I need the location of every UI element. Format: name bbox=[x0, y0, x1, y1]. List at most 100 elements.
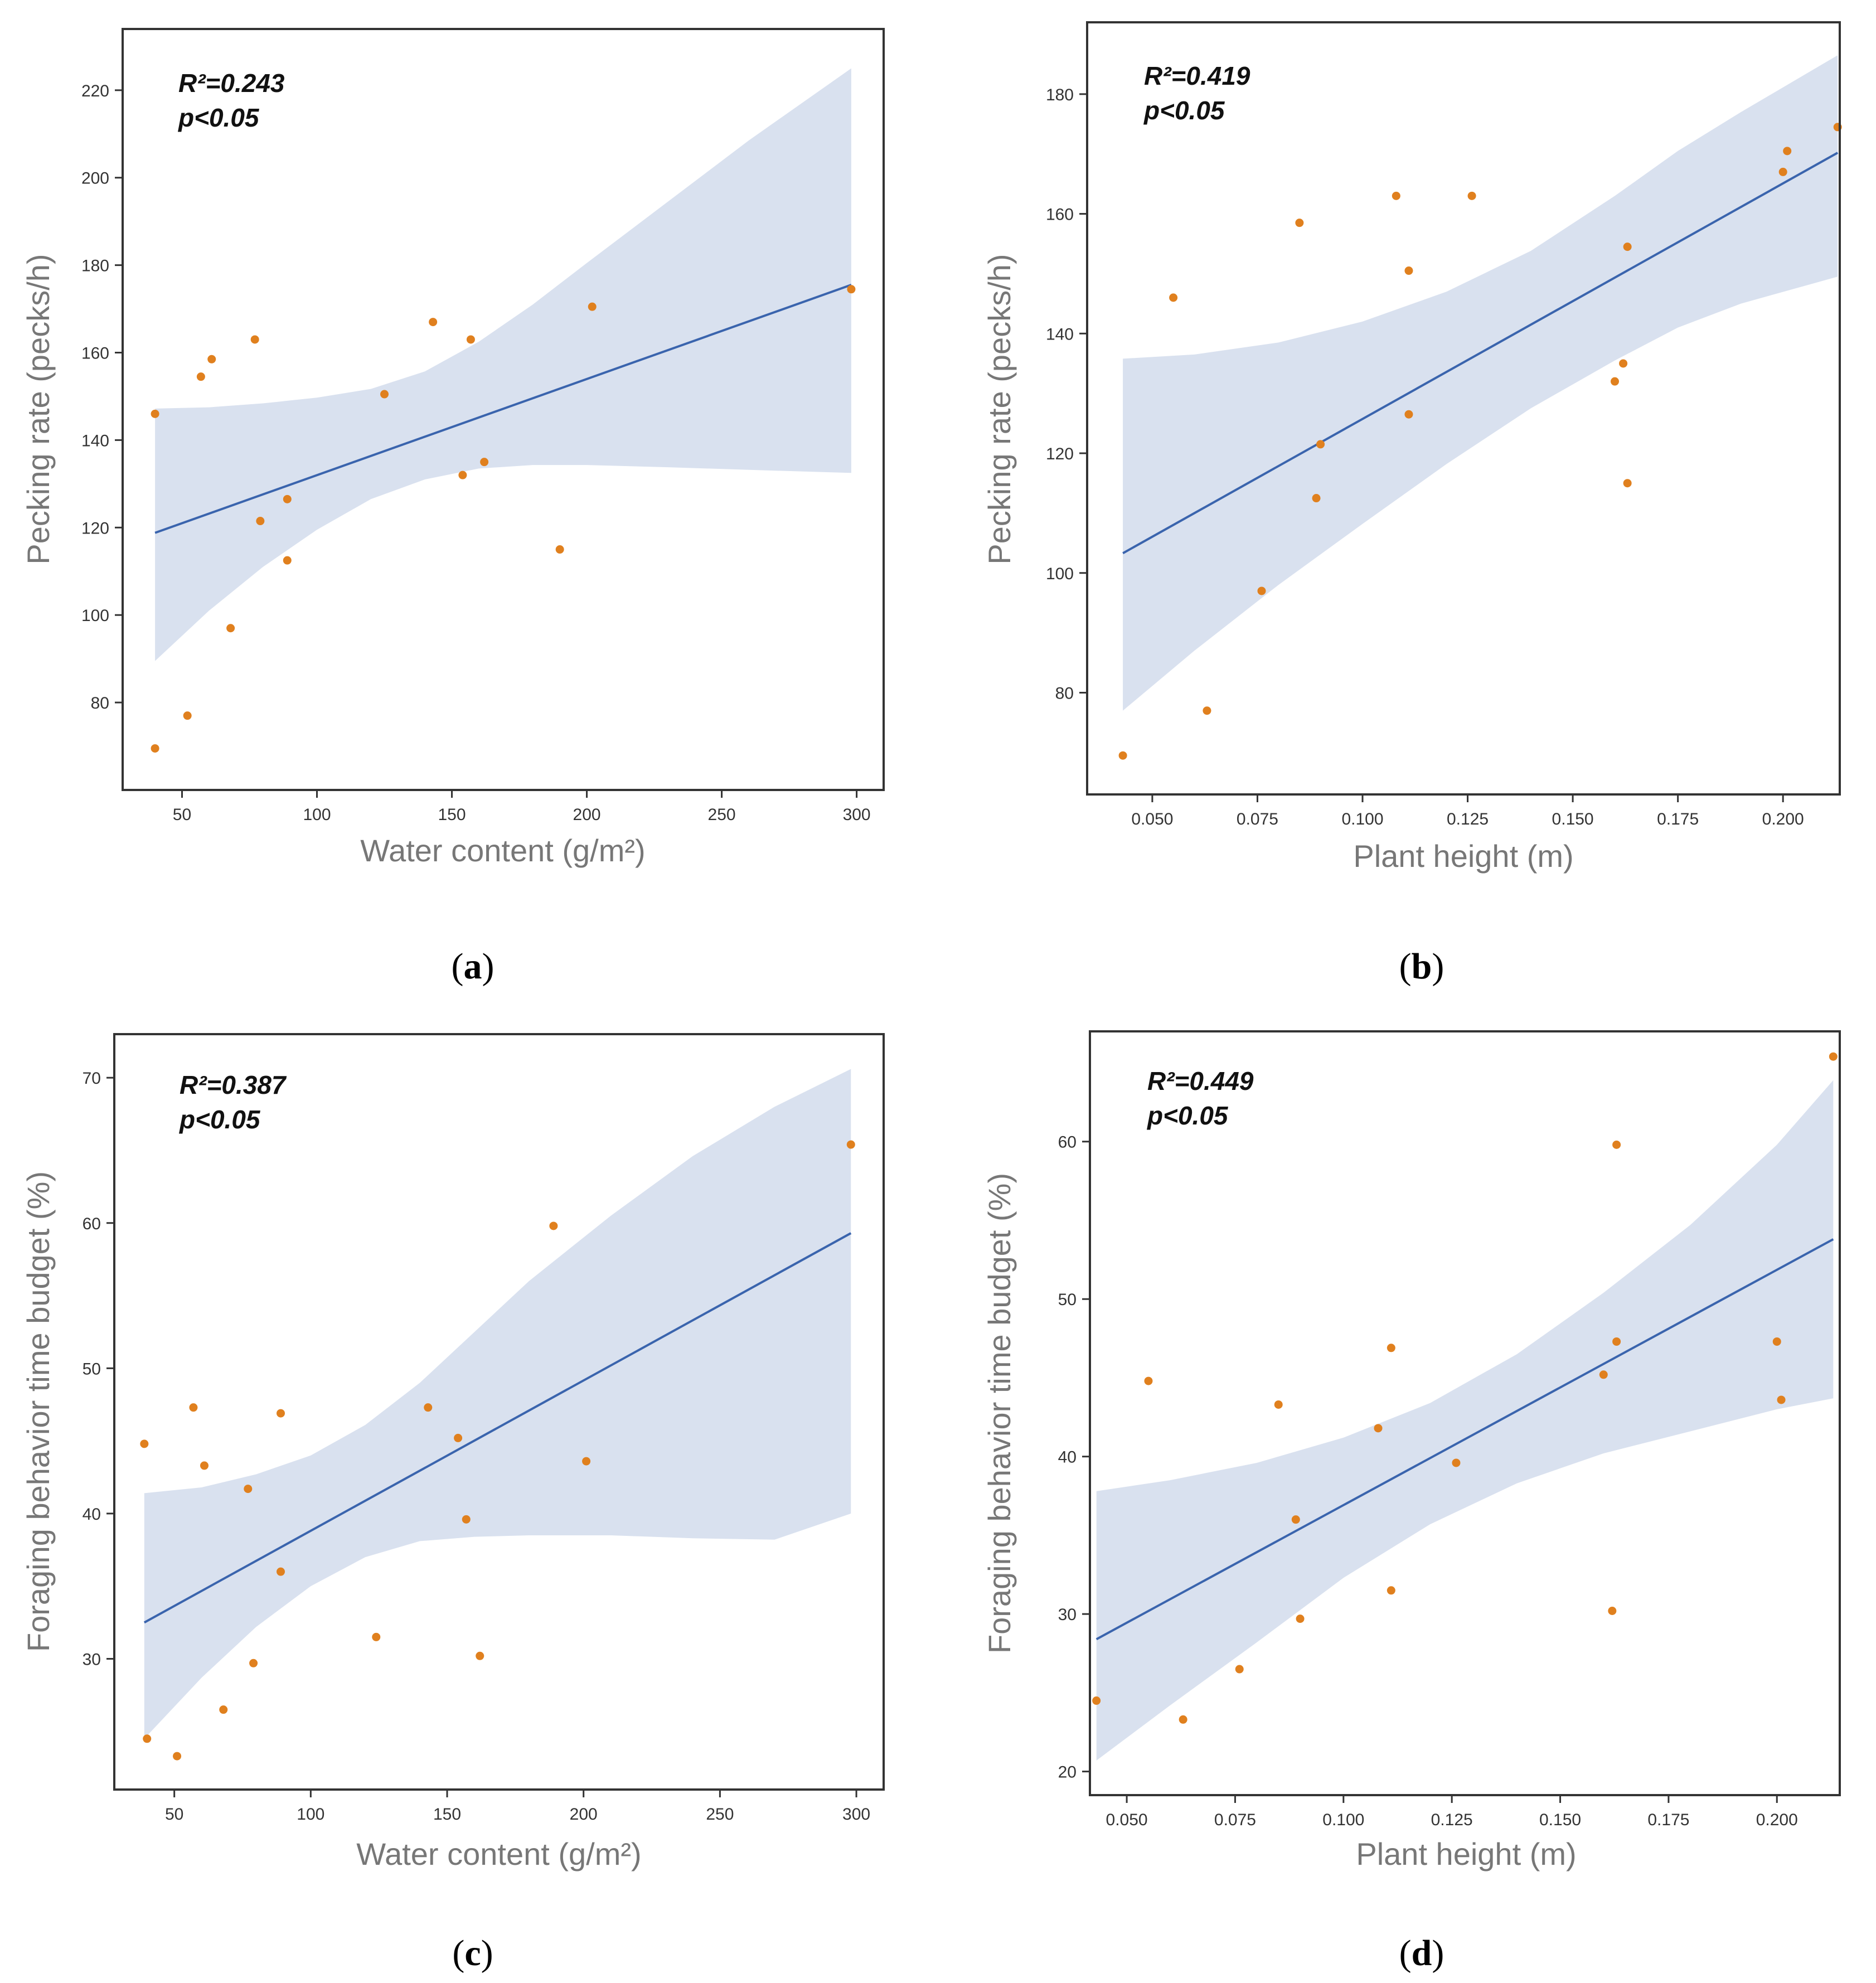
panel-d-frame bbox=[1089, 1030, 1841, 1796]
panel-b-data-point-7 bbox=[1316, 440, 1325, 449]
panel-d-x-tick-label-3: 0.100 bbox=[1322, 1811, 1364, 1829]
panel-b: R²=0.419 p<0.05 Plant height (m) Pecking… bbox=[982, 21, 1842, 987]
panel-c-x-tick-label-5: 250 bbox=[706, 1805, 734, 1824]
panel-a-data-point-17 bbox=[588, 302, 597, 311]
panel-d-y-tick-label-5: 60 bbox=[1058, 1133, 1077, 1152]
panel-a-data-point-10 bbox=[283, 494, 292, 503]
panel-b-y-tick-label-1: 80 bbox=[1055, 684, 1074, 702]
panel-d-data-point-5 bbox=[1274, 1400, 1283, 1409]
panel-b-data-point-5 bbox=[1295, 219, 1304, 227]
panel-d-data-point-1 bbox=[1092, 1696, 1101, 1705]
panel-b-data-point-11 bbox=[1467, 191, 1476, 200]
panel-d: R²=0.449 p<0.05 Plant height (m) Foragin… bbox=[982, 1030, 1841, 1974]
panel-b-data-point-1 bbox=[1118, 751, 1127, 760]
panel-b-y-tick-label-3: 120 bbox=[1046, 445, 1074, 463]
panel-c-y-axis-title: Foraging behavior time budget (%) bbox=[21, 1171, 56, 1652]
panel-a-y-tick-label-7: 200 bbox=[81, 169, 109, 188]
panel-d-data-point-13 bbox=[1608, 1607, 1617, 1616]
panel-c-regression-line bbox=[143, 1232, 852, 1624]
panel-a-x-tick-label-5: 250 bbox=[708, 806, 736, 824]
panel-d-letter: d bbox=[1412, 1933, 1432, 1974]
panel-a-data-point-5 bbox=[207, 355, 216, 363]
panel-c-data-point-7 bbox=[244, 1485, 253, 1494]
panel-c-data-point-1 bbox=[140, 1439, 149, 1448]
panel-d-caption: (d) bbox=[1399, 1933, 1444, 1974]
panel-d-data-point-10 bbox=[1387, 1344, 1395, 1352]
panel-d-data-point-14 bbox=[1612, 1140, 1621, 1149]
panel-b-data-point-10 bbox=[1404, 266, 1413, 275]
panel-a-confidence-band bbox=[155, 68, 851, 661]
panel-d-data-point-4 bbox=[1235, 1665, 1244, 1674]
panel-b-x-tick-label-2: 0.075 bbox=[1237, 810, 1278, 828]
panel-c-data-point-14 bbox=[462, 1515, 471, 1524]
panel-c-r-squared: R²=0.387 bbox=[180, 1070, 287, 1099]
panel-a-data-point-16 bbox=[555, 545, 564, 554]
panel-a-x-tick-label-6: 300 bbox=[843, 806, 871, 824]
panel-b-data-point-2 bbox=[1169, 293, 1178, 302]
panel-a-x-tick-label-1: 50 bbox=[173, 806, 191, 824]
panel-a: R²=0.243 p<0.05 Water content (g/m²) Pec… bbox=[21, 28, 885, 987]
panel-c-data-point-11 bbox=[372, 1632, 381, 1641]
panel-b-y-tick-label-6: 180 bbox=[1046, 86, 1074, 104]
panel-b-data-point-3 bbox=[1203, 706, 1211, 715]
panel-b-x-tick-label-6: 0.175 bbox=[1657, 810, 1699, 828]
panel-b-data-point-4 bbox=[1257, 586, 1266, 595]
panel-b-x-tick-label-3: 0.100 bbox=[1341, 810, 1383, 828]
panel-b-data-point-8 bbox=[1392, 191, 1400, 200]
panel-c: R²=0.387 p<0.05 Water content (g/m²) For… bbox=[21, 1033, 885, 1974]
panel-c-x-tick-label-2: 100 bbox=[297, 1805, 324, 1824]
panel-b-data-point-15 bbox=[1623, 479, 1632, 488]
panel-b-caption: (b) bbox=[1399, 946, 1444, 987]
panel-b-confidence-band bbox=[1123, 55, 1838, 711]
panel-a-y-axis-title: Pecking rate (pecks/h) bbox=[21, 254, 56, 564]
panel-d-r-squared: R²=0.449 bbox=[1147, 1066, 1254, 1095]
panel-c-y-tick-label-1: 30 bbox=[83, 1650, 101, 1669]
panel-a-y-tick-label-4: 140 bbox=[81, 431, 109, 450]
panel-b-r-squared: R²=0.419 bbox=[1144, 61, 1250, 90]
panel-b-data-point-17 bbox=[1783, 147, 1792, 156]
panel-a-x-tick-label-2: 100 bbox=[303, 806, 331, 824]
panel-a-r-squared: R²=0.243 bbox=[178, 69, 285, 98]
panel-c-data-point-16 bbox=[549, 1221, 558, 1230]
panel-c-data-point-4 bbox=[189, 1403, 198, 1412]
panel-d-x-tick-label-4: 0.125 bbox=[1431, 1811, 1473, 1829]
panel-b-data-point-14 bbox=[1623, 243, 1632, 251]
panel-d-p-value: p<0.05 bbox=[1146, 1101, 1229, 1130]
panel-c-data-point-6 bbox=[219, 1705, 228, 1714]
panel-d-confidence-band bbox=[1096, 1080, 1834, 1761]
panel-b-data-point-12 bbox=[1611, 377, 1620, 386]
panel-a-letter: a bbox=[464, 946, 482, 987]
panel-d-regression-line bbox=[1095, 1238, 1834, 1641]
panel-d-x-tick-label-5: 0.150 bbox=[1539, 1811, 1581, 1829]
panel-c-data-point-2 bbox=[143, 1734, 152, 1743]
panel-d-x-tick-label-7: 0.200 bbox=[1756, 1811, 1798, 1829]
panel-d-data-point-3 bbox=[1179, 1715, 1187, 1724]
panel-b-x-tick-label-4: 0.125 bbox=[1447, 810, 1489, 828]
panel-d-data-point-15 bbox=[1612, 1337, 1621, 1346]
panel-a-regression-line bbox=[154, 284, 852, 534]
panel-d-y-tick-label-1: 20 bbox=[1058, 1763, 1077, 1782]
panel-d-data-point-17 bbox=[1777, 1395, 1786, 1404]
panel-c-data-point-15 bbox=[476, 1651, 484, 1660]
panel-a-data-point-2 bbox=[151, 744, 159, 753]
panel-a-x-tick-label-4: 200 bbox=[573, 806, 601, 824]
panel-b-data-point-13 bbox=[1619, 359, 1628, 368]
panel-d-y-tick-label-3: 40 bbox=[1058, 1448, 1077, 1467]
panel-d-data-point-7 bbox=[1296, 1614, 1305, 1623]
panel-a-caption: (a) bbox=[452, 946, 495, 987]
panel-c-y-tick-label-5: 70 bbox=[83, 1069, 101, 1088]
panel-c-data-point-12 bbox=[424, 1403, 433, 1412]
panel-d-data-point-12 bbox=[1599, 1370, 1608, 1379]
panel-d-x-tick-label-2: 0.075 bbox=[1214, 1811, 1256, 1829]
panel-a-y-tick-label-3: 120 bbox=[81, 519, 109, 537]
panel-d-data-point-2 bbox=[1144, 1376, 1153, 1385]
panel-b-x-tick-label-7: 0.200 bbox=[1762, 810, 1804, 828]
panel-a-data-point-11 bbox=[380, 390, 389, 399]
panel-c-data-point-9 bbox=[277, 1409, 285, 1418]
panel-a-x-axis-title: Water content (g/m²) bbox=[360, 833, 645, 868]
panel-a-data-point-4 bbox=[196, 372, 205, 381]
panel-c-data-point-18 bbox=[846, 1140, 855, 1149]
panel-c-data-point-17 bbox=[582, 1457, 591, 1466]
panel-b-frame bbox=[1086, 21, 1841, 796]
panel-d-data-point-9 bbox=[1387, 1586, 1395, 1595]
